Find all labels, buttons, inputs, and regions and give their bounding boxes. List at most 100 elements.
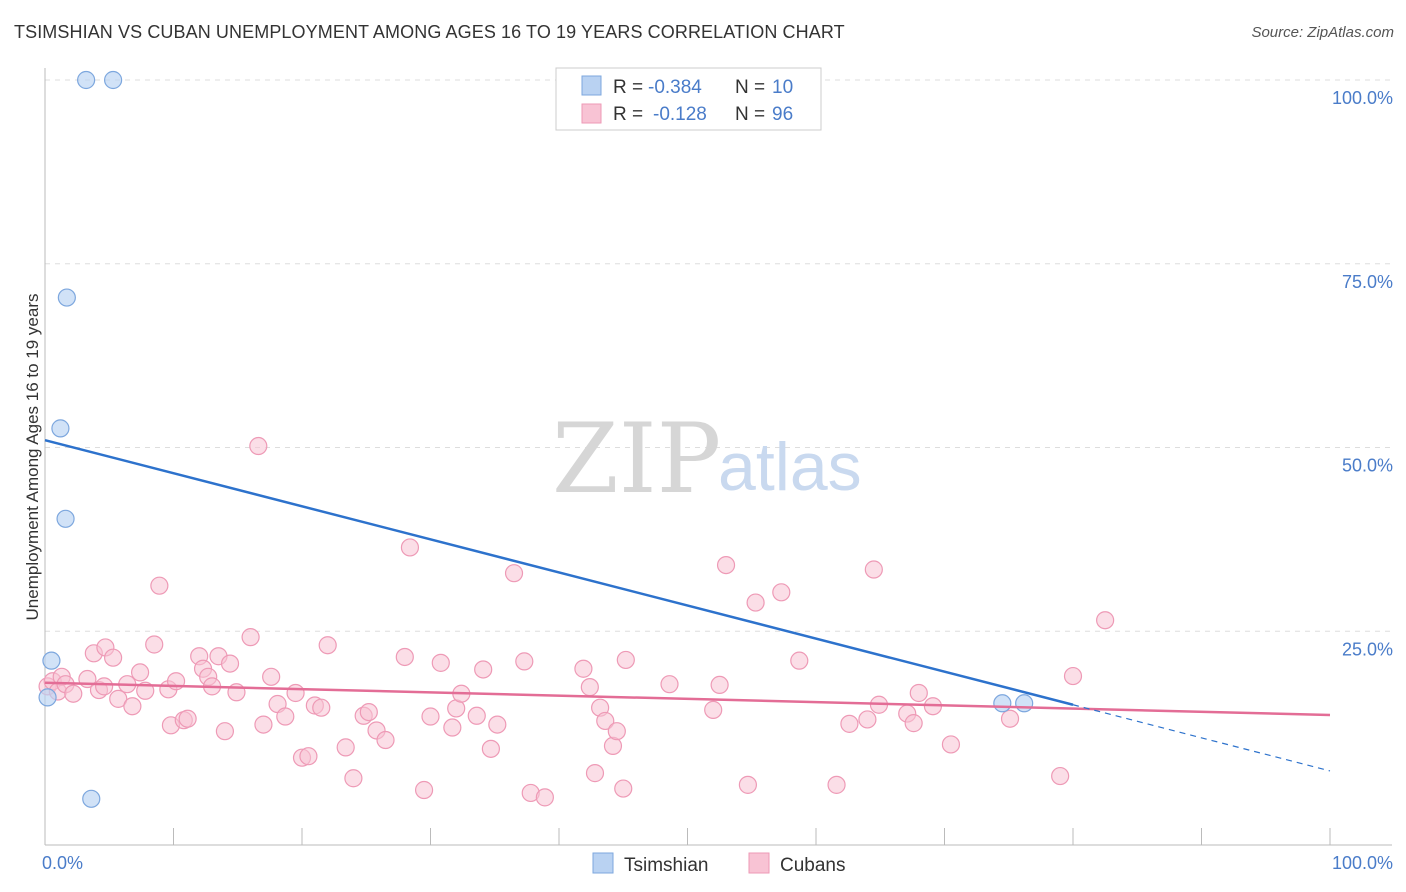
- cubans-point: [1063, 666, 1083, 686]
- cubans-point: [746, 593, 765, 612]
- cubans-point: [909, 683, 928, 703]
- stats-n-label-2: N =: [735, 104, 765, 125]
- stats-n-label-1: N =: [735, 77, 765, 98]
- cubans-trend-line: [44, 681, 1331, 717]
- cubans-point: [431, 653, 450, 672]
- axes: [44, 68, 1392, 846]
- cubans-point: [262, 667, 281, 686]
- tsimshian-trend-line: [44, 438, 1074, 706]
- cubans-point: [596, 711, 615, 731]
- cubans-point: [123, 697, 142, 716]
- cubans-point: [400, 538, 420, 557]
- legend-cubans-label: Cubans: [780, 855, 846, 876]
- bottom-legend: Tsimshian Cubans: [592, 852, 846, 876]
- tsimshian-point: [82, 789, 101, 808]
- y-tick-label: 25.0%: [1342, 639, 1393, 659]
- cubans-point: [318, 636, 337, 655]
- cubans-point: [716, 555, 736, 575]
- cubans-point: [710, 675, 729, 695]
- cubans-point: [421, 707, 440, 726]
- legend-tsimshian-label: Tsimshian: [624, 855, 708, 876]
- cubans-point: [1051, 766, 1070, 786]
- cubans-point: [286, 683, 305, 703]
- cubans-point: [660, 675, 679, 694]
- tick-labels: 25.0% 50.0% 75.0% 100.0% 0.0% 100.0%: [42, 88, 1393, 873]
- x-tick-label: 100.0%: [1332, 853, 1393, 873]
- source-label: Source: ZipAtlas.com: [1251, 24, 1394, 41]
- chart-title: TSIMSHIAN VS CUBAN UNEMPLOYMENT AMONG AG…: [14, 22, 845, 42]
- cubans-point: [580, 678, 599, 697]
- legend-cubans-swatch: [748, 852, 770, 874]
- tsimshian-point: [38, 688, 57, 707]
- stats-legend: R = -0.384 N = 10 R = -0.128 N = 96: [555, 67, 822, 131]
- cubans-point: [376, 730, 395, 750]
- cubans-point: [344, 769, 363, 788]
- cubans-point: [178, 709, 197, 728]
- cubans-swatch: [581, 103, 602, 124]
- tsimshian-swatch: [581, 75, 602, 96]
- cubans-point: [312, 698, 331, 717]
- cubans-point: [395, 647, 414, 667]
- cubans-point: [904, 714, 923, 733]
- cubans-point: [109, 689, 128, 708]
- y-tick-label: 50.0%: [1342, 456, 1393, 476]
- y-axis-title: Unemployment Among Ages 16 to 19 years: [23, 294, 42, 621]
- stats-n-value-1: 10: [772, 77, 793, 98]
- x-tick-label: 0.0%: [42, 853, 83, 873]
- cubans-point: [467, 706, 486, 725]
- cubans-point: [474, 660, 493, 679]
- cubans-point: [1096, 611, 1115, 630]
- cubans-point: [607, 722, 626, 741]
- tsimshian-point: [56, 509, 75, 528]
- tsimshian-point: [51, 419, 70, 438]
- watermark-atlas: atlas: [718, 429, 862, 505]
- tsimshian-point: [104, 70, 123, 90]
- legend-tsimshian-swatch: [592, 852, 614, 874]
- cubans-point: [95, 677, 114, 696]
- stats-r-value-1: -0.384: [648, 77, 702, 98]
- cubans-point: [535, 788, 554, 807]
- cubans-point: [150, 576, 169, 595]
- cubans-points: [38, 436, 1115, 807]
- y-tick-label: 75.0%: [1342, 272, 1393, 292]
- cubans-point: [64, 684, 83, 703]
- cubans-point: [827, 775, 846, 794]
- cubans-point: [359, 702, 378, 722]
- tsimshian-point: [993, 694, 1012, 713]
- grid-lines: [45, 79, 1392, 632]
- trend-lines: [44, 438, 1331, 772]
- watermark: ZIP atlas: [552, 403, 862, 515]
- cubans-point: [515, 652, 534, 671]
- cubans-point: [130, 663, 150, 682]
- cubans-point: [488, 715, 507, 734]
- cubans-point: [336, 738, 355, 757]
- cubans-point: [276, 707, 295, 726]
- cubans-point: [215, 722, 234, 741]
- cubans-point: [574, 659, 593, 678]
- cubans-point: [790, 651, 809, 670]
- cubans-point: [704, 700, 723, 719]
- watermark-zip: ZIP: [552, 403, 721, 515]
- cubans-point: [414, 780, 434, 800]
- cubans-point: [299, 747, 318, 766]
- cubans-point: [104, 648, 123, 667]
- stats-r-value-2: -0.128: [653, 104, 707, 125]
- cubans-point: [241, 628, 260, 647]
- cubans-point: [254, 715, 273, 734]
- stats-r-label-1: R =: [613, 77, 643, 98]
- tsimshian-trend-extension: [1072, 704, 1331, 772]
- cubans-point: [772, 583, 791, 602]
- cubans-point: [145, 635, 164, 654]
- cubans-point: [481, 739, 500, 758]
- cubans-point: [249, 436, 268, 456]
- cubans-point: [614, 779, 633, 798]
- cubans-point: [220, 654, 240, 673]
- cubans-point: [616, 650, 635, 670]
- cubans-point: [840, 714, 859, 733]
- cubans-point: [1000, 709, 1020, 728]
- tsimshian-point: [42, 651, 61, 670]
- tsimshian-point: [77, 70, 96, 90]
- stats-r-label-2: R =: [613, 104, 643, 125]
- cubans-point: [585, 764, 605, 783]
